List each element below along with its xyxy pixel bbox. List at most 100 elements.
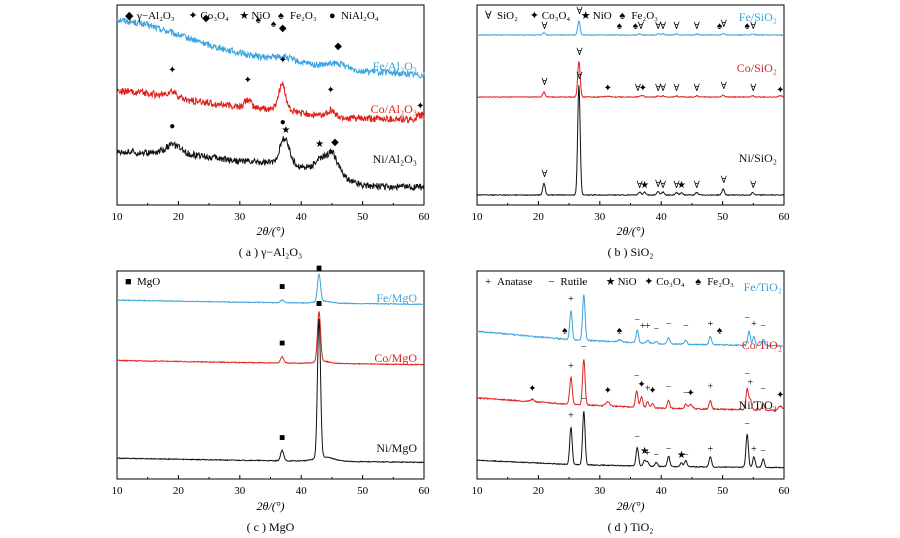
phase-marker: ★ [640,446,649,457]
x-tick-label: 10 [112,485,124,497]
legend-symbol: ★ [606,276,616,288]
phase-marker: − [581,394,587,405]
panel-caption: ( d ) TiO₂ [608,520,654,534]
phase-marker: − [634,371,640,382]
series-line [476,19,785,37]
series-line [116,273,425,306]
phase-marker: + [751,319,757,330]
x-axis-ticks: 10 20 30 40 50 60 [472,201,791,223]
x-tick-label: 20 [533,211,545,223]
legend-entry: NiO [618,276,637,288]
legend-symbol: − [548,276,554,288]
phase-marker: ∀ [674,21,680,32]
panel-c-magnesia: ■ ■ Fe/MgO ■ ■ Co/MgO ■ ■ Ni/MgO ■ MgO 10 20 30 40 50… [112,263,431,534]
x-tick-label: 20 [533,485,545,497]
legend-entry: Anatase [497,276,533,288]
phase-marker: ∀ [577,6,583,17]
phase-marker: + [640,321,646,332]
phase-marker: ∀ [655,83,661,94]
x-tick-label: 30 [234,485,246,497]
phase-marker: ♠ [256,15,262,26]
phase-marker: ◆ [202,13,210,24]
panel-caption: ( b ) SiO₂ [608,245,654,259]
phase-marker: − [634,431,640,442]
x-tick-label: 60 [419,211,431,223]
series-line [476,61,785,99]
x-tick-label: 60 [779,485,791,497]
phase-marker: ∀ [674,180,680,191]
series-label: Ni/SiO₂ [739,151,777,165]
phase-marker: − [760,384,766,395]
legend-entry: Co₃O₄ [542,10,571,22]
legend-symbol: ∀ [485,10,492,22]
x-axis-ticks: 10 20 30 40 50 60 [472,475,791,497]
legend: ◆ γ−Al₂O₃ ✦ Co₃O₄ ★ NiO ♠ Fe₂O₃ ● NiAl₂O₄ [125,10,379,22]
x-tick-label: 60 [779,211,791,223]
phase-marker: ♠ [617,21,623,32]
phase-marker: + [751,444,757,455]
phase-marker: ∀ [577,71,583,82]
phase-marker: ● [169,121,175,132]
phase-marker: − [653,323,659,334]
phase-marker: ◆ [331,137,339,148]
x-tick-label: 10 [472,211,484,223]
data-layer: ∀∀♠ ♠ ∀ ∀∀ ∀ ∀ ♠∀ ♠ ∀Fe/SiO₂∀∀✦ ∀✦ ∀∀ ∀ ∀ ∀ ∀ ✦Co/SiO₂∀… [476,6,785,197]
phase-marker: ✦ [604,386,612,397]
legend-entry: Co₃O₄ [200,10,229,22]
x-tick-label: 50 [357,211,369,223]
phase-marker: ∀ [542,77,548,88]
panel-caption: ( a ) γ−Al₂O₃ [239,245,302,259]
phase-marker: ♠ [271,19,277,30]
legend-symbol: ● [329,10,336,22]
phase-marker: ★ [281,125,290,136]
phase-marker: ∀ [635,83,641,94]
phase-marker: ∀ [694,83,700,94]
legend-symbol: ★ [239,10,249,22]
legend-entry: NiAl₂O₄ [341,10,379,22]
x-tick-label: 50 [717,485,729,497]
series-label: Fe/Al₂O₃ [373,59,417,73]
phase-marker: − [683,450,689,461]
phase-marker: ∀ [721,81,727,92]
legend-entry: Fe₂O₃ [290,10,317,22]
phase-marker: + [645,448,651,459]
series-line [116,81,425,124]
phase-marker: ✦ [168,65,176,76]
series-label: Ni/Al₂O₃ [373,152,417,166]
x-tick-label: 50 [357,485,369,497]
series-line [116,136,425,192]
phase-marker: − [744,369,750,380]
phase-marker: ■ [279,282,285,293]
phase-marker: ∀ [655,179,661,190]
series-label: Ni/MgO [376,441,417,455]
phase-marker: ∀ [721,175,727,186]
data-layer: +−♠ ♠−+ + − − − +♠−+ −Fe/TiO₂✦+−✦−✦ +✦ −−✦+−+−✦Co… [476,278,785,469]
panel-caption: ( c ) MgO [247,520,295,534]
phase-marker: − [666,444,672,455]
x-axis-label: 2θ/(°) [616,224,644,238]
legend-symbol: ■ [125,276,132,288]
series-label: Co/MgO [374,351,417,365]
phase-marker: + [568,411,574,422]
legend-entry: Rutile [560,276,587,288]
phase-marker: ∀ [694,180,700,191]
phase-marker: ■ [279,338,285,349]
phase-marker: ✦ [776,390,784,401]
series-label: Ni/TiO₂ [739,398,777,412]
phase-marker: − [744,419,750,430]
legend-symbol: ✦ [644,276,653,288]
x-axis-label: 2θ/(°) [616,499,644,513]
phase-marker: ✦ [639,83,647,94]
phase-marker: + [645,321,651,332]
legend-entry: MgO [137,276,160,288]
phase-marker: + [645,384,651,395]
x-tick-label: 40 [656,485,668,497]
phase-marker: ◆ [279,23,287,34]
phase-marker: ♠ [717,325,723,336]
phase-marker: ✦ [604,83,612,94]
x-tick-label: 10 [472,485,484,497]
panel-a-alumina: ◆ ♠ ♠ ◆◆Fe/Al₂O₃✦✦✦✦✦Co/Al₂O₃● ●★★ ◆Ni/Al₂O₃ … [112,4,431,259]
phase-marker: + [707,319,713,330]
phase-marker: ✦ [326,85,334,96]
